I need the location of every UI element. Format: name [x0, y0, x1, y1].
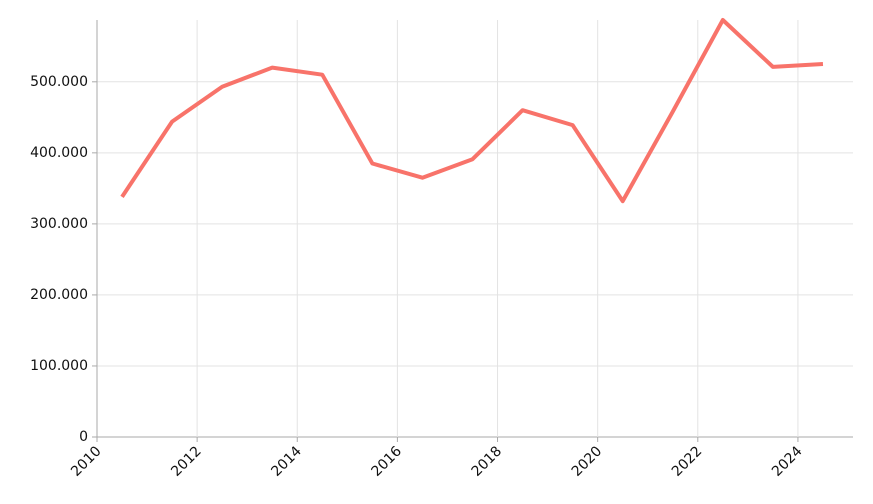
- x-tick-label: 2022: [669, 443, 706, 480]
- x-tick-label: 2014: [268, 443, 305, 480]
- x-tick-label: 2020: [569, 443, 606, 480]
- x-tick-label: 2018: [469, 443, 506, 480]
- y-tick-label: 300.000: [30, 216, 88, 232]
- y-tick-label: 100.000: [30, 358, 88, 374]
- x-tick-label: 2016: [369, 443, 406, 480]
- y-tick-label: 0: [79, 429, 88, 445]
- data-line: [120, 18, 824, 204]
- y-tick-label: 500.000: [30, 74, 88, 90]
- y-tick-label: 200.000: [30, 287, 88, 303]
- y-tick-label: 400.000: [30, 145, 88, 161]
- x-tick-label: 2012: [168, 443, 205, 480]
- x-tick-label: 2010: [68, 443, 105, 480]
- x-tick-label: 2024: [769, 443, 806, 480]
